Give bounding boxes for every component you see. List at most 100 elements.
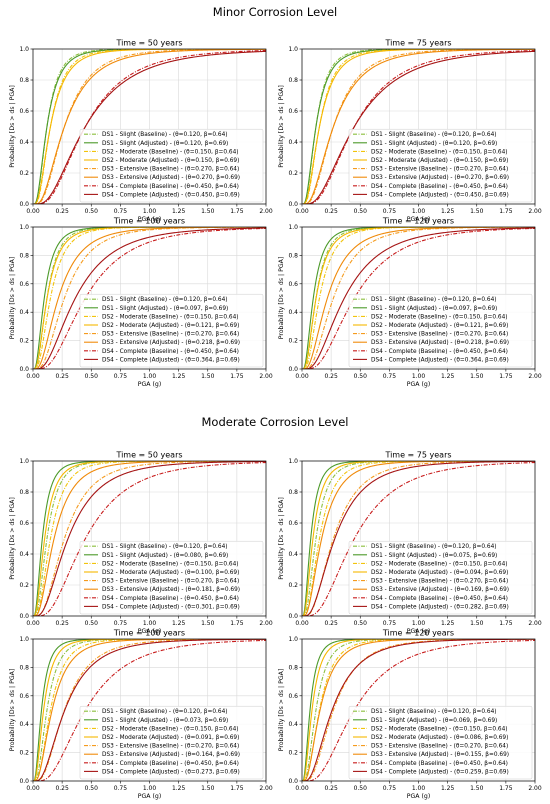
series-line-6 — [302, 461, 535, 616]
x-tick-label: 0.25 — [55, 373, 69, 380]
legend-entry: DS2 - Moderate (Baseline) - (θ=0.150, β=… — [371, 149, 508, 155]
panel-title: Time = 100 years — [113, 629, 185, 638]
y-tick-label: 0.0 — [19, 366, 29, 373]
legend-entry: DS1 - Slight (Baseline) - (θ=0.120, β=0.… — [102, 709, 228, 715]
legend-entry: DS3 - Extensive (Adjusted) - (θ=0.270, β… — [102, 175, 240, 181]
x-tick-label: 1.25 — [441, 785, 455, 792]
y-tick-label: 1.0 — [288, 224, 298, 231]
series-line-7 — [302, 50, 535, 204]
x-tick-label: 0.50 — [85, 208, 99, 215]
chart-panel-0: Time = 50 years 0.00 0.25 0.50 0.75 1.00 1.25 1… — [9, 39, 273, 224]
x-tick-label: 1.00 — [143, 373, 157, 380]
panel-title: Time = 75 years — [384, 39, 451, 48]
legend — [348, 540, 533, 615]
x-tick-label: 2.00 — [528, 785, 542, 792]
y-tick-label: 0.4 — [19, 551, 29, 558]
legend-entry: DS3 - Extensive (Adjusted) - (θ=0.164, β… — [102, 752, 240, 758]
x-tick-label: 2.00 — [528, 620, 542, 627]
series-line-7 — [33, 639, 266, 781]
y-tick-label: 0.0 — [288, 201, 298, 208]
legend — [348, 293, 533, 368]
y-axis-label: Probability [Ds > ds | PGA] — [278, 669, 285, 752]
legend-entry: DS3 - Extensive (Adjusted) - (θ=0.181, β… — [102, 587, 240, 593]
x-tick-label: 0.00 — [295, 373, 309, 380]
x-tick-label: 1.50 — [470, 373, 484, 380]
legend-entry: DS1 - Slight (Adjusted) - (θ=0.073, β=0.… — [102, 718, 228, 724]
y-axis-label: Probability [Ds > ds | PGA] — [278, 257, 285, 340]
series-line-7 — [302, 461, 535, 616]
y-tick-label: 0.6 — [19, 520, 29, 527]
y-tick-label: 0.8 — [288, 489, 298, 496]
legend-entry: DS1 - Slight (Baseline) - (θ=0.120, β=0.… — [102, 544, 228, 550]
series-line-4 — [33, 461, 266, 616]
y-axis-label: Probability [Ds > ds | PGA] — [9, 257, 16, 340]
x-tick-label: 1.25 — [172, 620, 186, 627]
legend-entry: DS2 - Moderate (Baseline) - (θ=0.150, β=… — [371, 561, 508, 567]
series-line-4 — [33, 49, 266, 204]
x-tick-label: 2.00 — [259, 785, 273, 792]
series-line-6 — [302, 639, 535, 781]
plot-frame — [32, 638, 267, 782]
legend-entry: DS2 - Moderate (Baseline) - (θ=0.150, β=… — [102, 726, 239, 732]
x-tick-label: 1.25 — [172, 208, 186, 215]
x-tick-label: 1.50 — [470, 208, 484, 215]
x-tick-label: 1.00 — [412, 373, 426, 380]
panel-title: Time = 120 years — [382, 217, 454, 226]
x-tick-label: 0.75 — [383, 373, 397, 380]
series-line-4 — [302, 461, 535, 616]
legend-entry: DS4 - Complete (Baseline) - (θ=0.450, β=… — [102, 761, 239, 767]
x-tick-label: 0.25 — [324, 620, 338, 627]
legend-entry: DS1 - Slight (Adjusted) - (θ=0.075, β=0.… — [371, 553, 497, 559]
panel-title: Time = 120 years — [382, 629, 454, 638]
legend-entry: DS2 - Moderate (Baseline) - (θ=0.150, β=… — [102, 314, 239, 320]
legend-entry: DS3 - Extensive (Adjusted) - (θ=0.218, β… — [102, 340, 240, 346]
x-axis-label: PGA (g) — [407, 216, 430, 223]
y-tick-label: 0.4 — [288, 309, 298, 316]
series-line-6 — [33, 639, 266, 781]
legend-entry: DS4 - Complete (Baseline) - (θ=0.450, β=… — [371, 596, 508, 602]
x-tick-label: 0.00 — [295, 620, 309, 627]
panel-title: Time = 50 years — [115, 451, 182, 460]
legend-entry: DS3 - Extensive (Baseline) - (θ=0.270, β… — [102, 744, 239, 750]
x-tick-label: 1.75 — [230, 620, 244, 627]
panel-title: Time = 75 years — [384, 451, 451, 460]
legend-entry: DS1 - Slight (Adjusted) - (θ=0.120, β=0.… — [371, 141, 497, 147]
x-tick-label: 2.00 — [528, 208, 542, 215]
series-line-7 — [33, 227, 266, 369]
series-line-7 — [33, 50, 266, 204]
y-tick-label: 0.8 — [19, 77, 29, 84]
legend-entry: DS3 - Extensive (Baseline) - (θ=0.270, β… — [371, 332, 508, 338]
x-tick-label: 0.00 — [26, 373, 40, 380]
legend-entry: DS1 - Slight (Adjusted) - (θ=0.069, β=0.… — [371, 718, 497, 724]
x-tick-label: 1.75 — [499, 785, 513, 792]
legend-entry: DS2 - Moderate (Adjusted) - (θ=0.121, β=… — [102, 323, 239, 329]
x-tick-label: 1.75 — [499, 620, 513, 627]
plot-frame — [32, 48, 267, 205]
x-tick-label: 1.50 — [470, 620, 484, 627]
legend-entry: DS2 - Moderate (Adjusted) - (θ=0.086, β=… — [371, 735, 508, 741]
series-line-7 — [302, 639, 535, 781]
legend-entry: DS4 - Complete (Baseline) - (θ=0.450, β=… — [102, 349, 239, 355]
legend-entry: DS4 - Complete (Adjusted) - (θ=0.450, β=… — [371, 192, 509, 198]
panel-title: Time = 50 years — [115, 39, 182, 48]
legend — [79, 705, 264, 780]
x-tick-label: 0.75 — [114, 785, 128, 792]
y-axis-label: Probability [Ds > ds | PGA] — [9, 669, 16, 752]
x-tick-label: 0.25 — [324, 785, 338, 792]
legend — [79, 540, 264, 615]
y-tick-label: 0.2 — [19, 170, 29, 177]
series-line-6 — [302, 49, 535, 204]
legend-entry: DS2 - Moderate (Baseline) - (θ=0.150, β=… — [102, 149, 239, 155]
x-tick-label: 0.75 — [114, 373, 128, 380]
x-axis-label: PGA (g) — [138, 381, 161, 388]
chart-panel-2: Time = 100 years 0.00 0.25 0.50 0.75 1.00 1.25… — [9, 217, 273, 389]
y-tick-label: 0.0 — [19, 201, 29, 208]
x-tick-label: 1.25 — [441, 620, 455, 627]
x-tick-label: 1.75 — [230, 373, 244, 380]
plot-frame — [301, 48, 536, 205]
x-tick-label: 1.00 — [412, 620, 426, 627]
y-tick-label: 0.2 — [288, 338, 298, 345]
legend-entry: DS4 - Complete (Baseline) - (θ=0.450, β=… — [371, 349, 508, 355]
series-line-6 — [33, 461, 266, 616]
